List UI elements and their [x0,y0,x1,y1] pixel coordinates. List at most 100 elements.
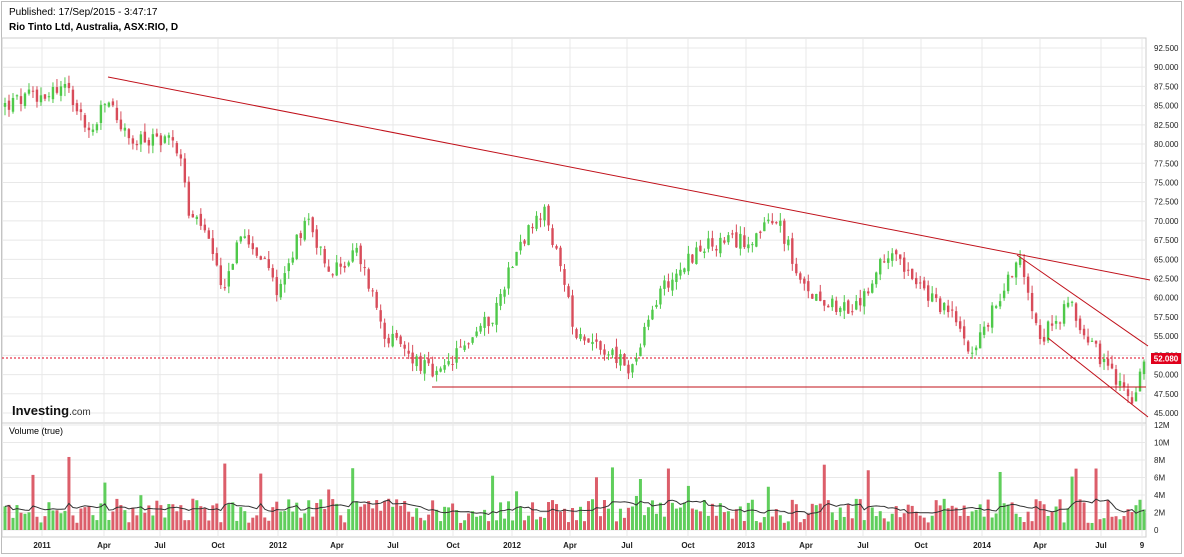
candle-body [1026,276,1030,293]
candle-body [483,316,486,328]
logo-brand: Investing [12,403,69,418]
price-tick-label: 75.000 [1154,178,1179,187]
candle-body [703,251,706,254]
price-tick-label: 70.000 [1154,217,1179,226]
candle-body [1046,321,1050,341]
volume-bar [986,499,990,530]
candle-body [707,238,710,249]
candle-body [1062,304,1066,324]
candle-body [823,300,826,306]
candle-body [807,281,810,292]
volume-bar [151,515,155,530]
channel-line-bottom [1047,337,1149,418]
candle-body [723,240,726,243]
price-tick-label: 67.500 [1154,236,1179,245]
candle-body [287,263,290,272]
time-tick-label: 2012 [503,541,521,550]
volume-bar [155,500,159,530]
volume-bar [770,516,774,530]
candle-body [611,349,614,355]
volume-bar [758,522,762,530]
volume-bar [263,517,267,530]
candle-body [131,138,135,144]
volume-bar [818,503,822,530]
candle-body [691,254,694,263]
candle-body [623,354,626,366]
price-panel-border [1,37,1147,424]
volume-bar [886,521,890,530]
volume-bar [3,506,7,530]
candle-body [415,356,418,367]
volume-bar [978,504,982,530]
candle-body [387,337,390,344]
candle-body [687,253,690,272]
price-tick-label: 82.500 [1154,121,1179,130]
volume-bar [862,520,866,530]
candle-body [111,101,115,106]
candle-body [407,350,410,354]
candle-body [247,235,250,245]
volume-bar [451,503,455,530]
candle-body [43,94,47,99]
volume-bar [1142,509,1146,530]
candle-body [1022,260,1026,277]
time-tick-label: 2014 [973,541,991,550]
volume-bar [1090,522,1094,530]
volume-bar [79,508,83,530]
candle-body [907,269,910,271]
volume-bar [411,516,415,530]
candle-body [1094,340,1098,344]
volume-bar [994,513,998,530]
candle-body [123,127,127,131]
time-tick-label: Apr [1033,541,1047,550]
time-tick-label: Oct [681,541,695,550]
volume-bar [479,515,483,530]
volume-bar [27,512,31,530]
time-tick-label: 2011 [33,541,51,550]
candle-body [1082,328,1086,336]
price-tick-label: 85.000 [1154,102,1179,111]
candle-body [699,245,702,252]
volume-bar [798,522,802,530]
candle-body [367,269,370,289]
candle-body [835,300,838,312]
volume-bar [483,509,487,530]
volume-bar [810,503,814,530]
candle-body [663,280,666,289]
volume-bar [463,520,467,530]
candle-body [990,305,994,328]
candle-body [799,273,802,280]
candle-body [1018,257,1022,265]
volume-bar [1022,522,1026,530]
volume-tick-label: 2M [1154,509,1165,518]
candle-body [163,136,167,143]
volume-bar [207,520,211,530]
candle-body [1070,301,1074,303]
volume-bar [714,515,718,530]
candle-body [87,127,91,131]
candle-body [523,240,526,244]
volume-bar [1114,516,1118,530]
volume-bar [475,516,479,530]
volume-bar [874,516,878,530]
candle-body [867,291,870,294]
volume-bar [243,511,247,530]
candle-body [887,258,890,263]
volume-bar [1118,519,1122,530]
volume-bar [638,478,642,530]
candle-body [1086,336,1090,343]
volume-bar [854,498,858,530]
candle-body [295,234,298,259]
volume-bar [15,505,19,530]
candle-body [771,220,774,224]
volume-bar [926,522,930,530]
volume-bar [355,501,359,530]
candle-body [847,300,850,314]
price-candles [3,75,1146,404]
candle-body [503,289,506,297]
candle-body [1054,321,1058,324]
candle-body [119,119,123,130]
volume-bar [1122,516,1126,530]
candle-body [883,261,886,263]
